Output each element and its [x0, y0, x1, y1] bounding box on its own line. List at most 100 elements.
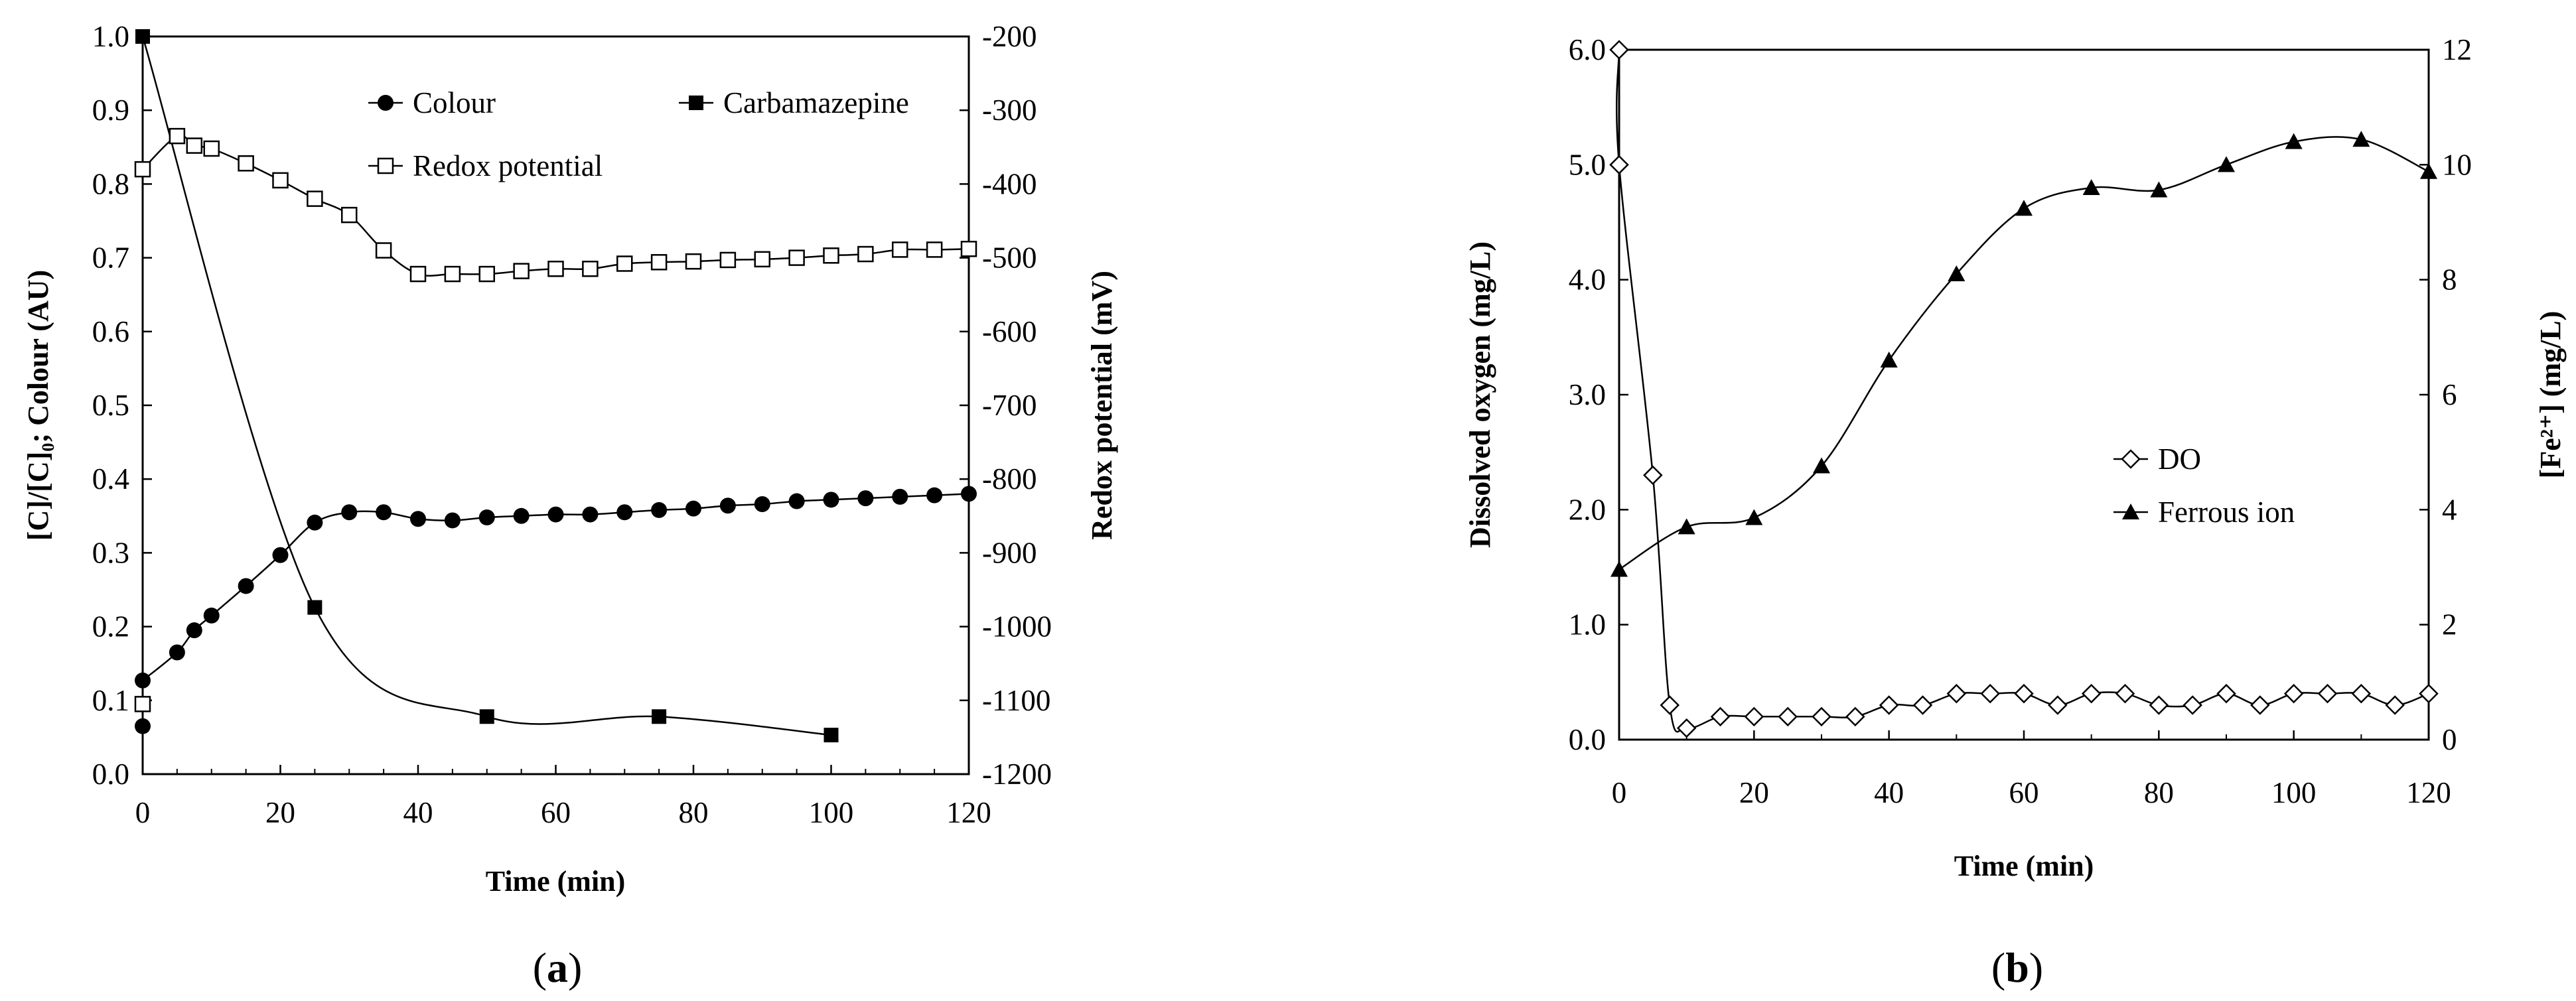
y2-tick-label-a: -1200 — [982, 758, 1052, 791]
data-point-redox-potential — [926, 241, 943, 258]
data-point-do — [2014, 683, 2034, 704]
y2-tick-label-b: 0 — [2442, 723, 2457, 756]
y-tick-label-a: 0.8 — [92, 167, 129, 200]
data-point-colour — [376, 504, 392, 521]
data-point-redox-potential — [582, 261, 599, 277]
data-point-colour — [478, 509, 495, 526]
data-point-carbamazepine — [135, 29, 150, 44]
data-point-ferrous-ion — [1813, 457, 1830, 474]
data-point-redox-potential — [892, 241, 908, 258]
legend-marker-do — [2121, 449, 2141, 469]
x-tick-label-b: 80 — [2144, 776, 2174, 809]
data-point-colour — [719, 498, 736, 514]
x-tick-label-a: 80 — [679, 796, 709, 829]
data-point-colour — [307, 514, 323, 531]
legend-marker-redox — [377, 157, 394, 174]
x-tick-label-a: 40 — [403, 796, 433, 829]
y2-tick-label-a: -200 — [982, 20, 1037, 53]
plot-area-b — [1618, 48, 2430, 741]
y-tick-label-b: 6.0 — [1569, 33, 1606, 66]
data-point-do — [2351, 683, 2372, 704]
y-tick-label-a: 0.0 — [92, 758, 129, 791]
chart-panel-b: 0 20 40 60 80 100 120 0.0 1.0 2.0 3.0 4.0 5.0 6.0 0 2 4 6… — [1464, 33, 2567, 991]
data-point-redox-potential — [685, 253, 702, 270]
data-point-colour — [754, 496, 770, 513]
data-point-ferrous-ion — [2082, 179, 2100, 195]
data-point-redox-potential — [307, 190, 323, 207]
data-point-redox-potential — [857, 245, 874, 263]
data-point-do — [1879, 695, 1899, 715]
data-point-redox-potential — [444, 265, 461, 283]
data-point-ferrous-ion — [1610, 561, 1628, 577]
data-point-redox-potential — [754, 251, 770, 268]
data-point-redox-potential — [409, 265, 427, 283]
data-point-redox-potential — [375, 242, 392, 259]
y-tick-label-b: 4.0 — [1569, 263, 1606, 297]
data-point-colour — [547, 506, 564, 523]
y2-tick-label-a: -300 — [982, 94, 1037, 127]
data-point-colour — [926, 487, 943, 503]
data-point-do — [2283, 683, 2304, 704]
data-point-redox-potential — [960, 241, 977, 257]
panel-letter-b: b — [2005, 944, 2029, 991]
data-point-ferrous-ion — [2285, 133, 2303, 149]
legend-b: DO Ferrous ion — [2113, 442, 2295, 529]
y-tick-label-a: 0.2 — [92, 610, 129, 643]
y2-tick-label-b: 8 — [2442, 263, 2457, 297]
y2-tick-label-a: -500 — [982, 241, 1037, 275]
data-point-do — [1980, 683, 2000, 704]
data-point-colour — [582, 506, 599, 523]
panel-label-a: (a) — [533, 944, 583, 991]
data-point-ferrous-ion — [2150, 181, 2168, 198]
data-point-ferrous-ion — [2015, 200, 2033, 216]
data-point-do — [1643, 465, 1663, 486]
series-line-do — [1615, 49, 2429, 733]
y-tick-label-b: 2.0 — [1569, 493, 1606, 526]
data-point-ferrous-ion — [1948, 265, 1966, 281]
legend-marker-colour — [378, 95, 394, 111]
data-point-do — [2216, 683, 2236, 704]
data-point-colour — [169, 644, 185, 661]
x-tick-label-b: 120 — [2406, 776, 2451, 809]
x-tick-label-b: 0 — [1612, 776, 1627, 809]
data-point-do — [1609, 40, 1629, 60]
data-point-colour — [135, 718, 151, 734]
y2-tick-label-a: -900 — [982, 536, 1037, 569]
data-point-redox-potential — [186, 137, 203, 154]
legend-marker-ferrous — [2122, 503, 2139, 519]
data-point-carbamazepine — [823, 728, 839, 743]
data-point-do — [2149, 695, 2169, 715]
data-point-do — [1710, 706, 1731, 727]
y-tick-label-a: 0.7 — [92, 241, 129, 275]
x-axis-label-b: Time (min) — [1954, 850, 2094, 882]
data-point-ferrous-ion — [2420, 163, 2437, 179]
data-point-colour — [444, 512, 461, 529]
y2-tick-label-b: 6 — [2442, 378, 2457, 411]
y-tick-label-a: 0.4 — [92, 462, 129, 496]
y-tick-label-b: 0.0 — [1569, 723, 1606, 756]
data-point-redox-potential — [169, 127, 186, 145]
legend-label-do: DO — [2158, 442, 2201, 476]
data-point-colour — [823, 492, 839, 508]
data-point-colour — [892, 488, 908, 505]
y-axis-label-a: [C]/[C]₀; Colour (AU) — [22, 270, 54, 541]
legend-a: Colour Carbamazepine Redox potential — [368, 86, 909, 182]
y-tick-label-a: 0.3 — [92, 536, 129, 569]
data-point-redox-potential — [513, 263, 530, 279]
data-point-do — [2385, 695, 2405, 715]
y2-tick-label-b: 10 — [2442, 148, 2472, 181]
data-point-ferrous-ion — [1678, 518, 1695, 535]
y2-tick-label-a: -1100 — [982, 684, 1050, 717]
data-point-do — [1946, 683, 1967, 704]
data-point-redox-potential — [616, 255, 633, 272]
data-point-redox-potential — [134, 696, 151, 712]
panel-letter-a: a — [547, 944, 568, 991]
data-point-colour — [272, 547, 289, 563]
data-point-do — [2048, 695, 2068, 715]
data-point-do — [1744, 706, 1764, 727]
data-point-do — [1845, 706, 1865, 727]
data-point-ferrous-ion — [2352, 131, 2370, 147]
y2-tick-label-b: 2 — [2442, 608, 2457, 641]
x-tick-label-a: 20 — [265, 796, 295, 829]
data-point-ferrous-ion — [1745, 509, 1763, 525]
